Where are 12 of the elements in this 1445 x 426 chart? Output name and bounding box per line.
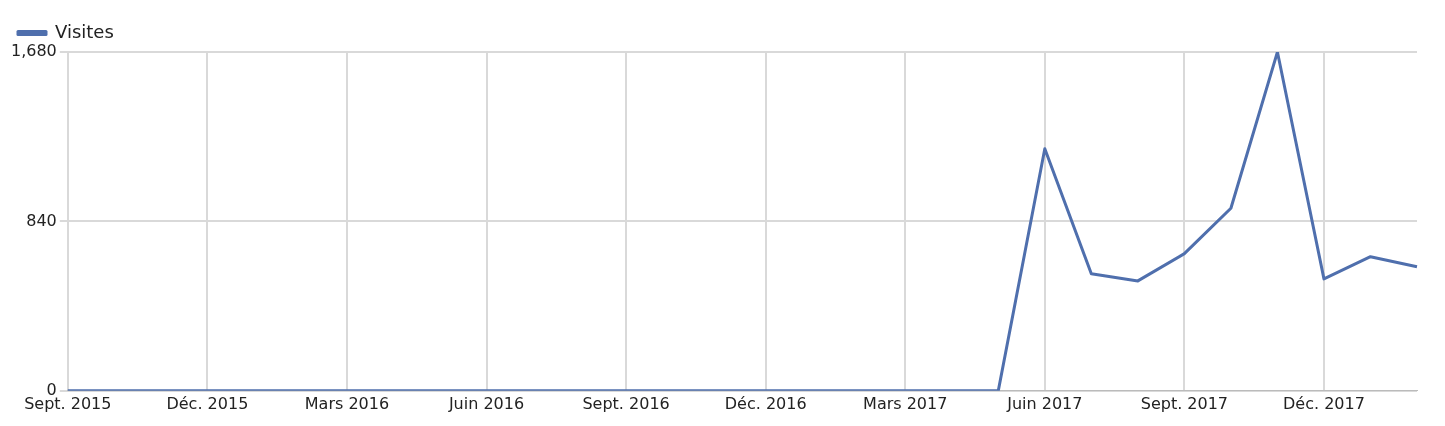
legend-label: Visites [55, 20, 114, 42]
x-tick-label: Sept. 2016 [582, 393, 670, 413]
x-tick-label: Mars 2016 [304, 393, 390, 413]
x-tick-label: Juin 2016 [447, 393, 525, 413]
y-tick-label: 840 [26, 210, 57, 230]
x-tick-label: Mars 2017 [863, 393, 948, 413]
x-tick-label: Sept. 2017 [1140, 393, 1229, 413]
x-tick-label: Déc. 2017 [1283, 393, 1365, 413]
x-tick-label: Déc. 2016 [724, 393, 807, 413]
y-tick-label: 1,680 [10, 41, 57, 61]
x-tick-label: Déc. 2015 [166, 393, 249, 413]
x-tick-label: Juin 2017 [1006, 393, 1083, 413]
